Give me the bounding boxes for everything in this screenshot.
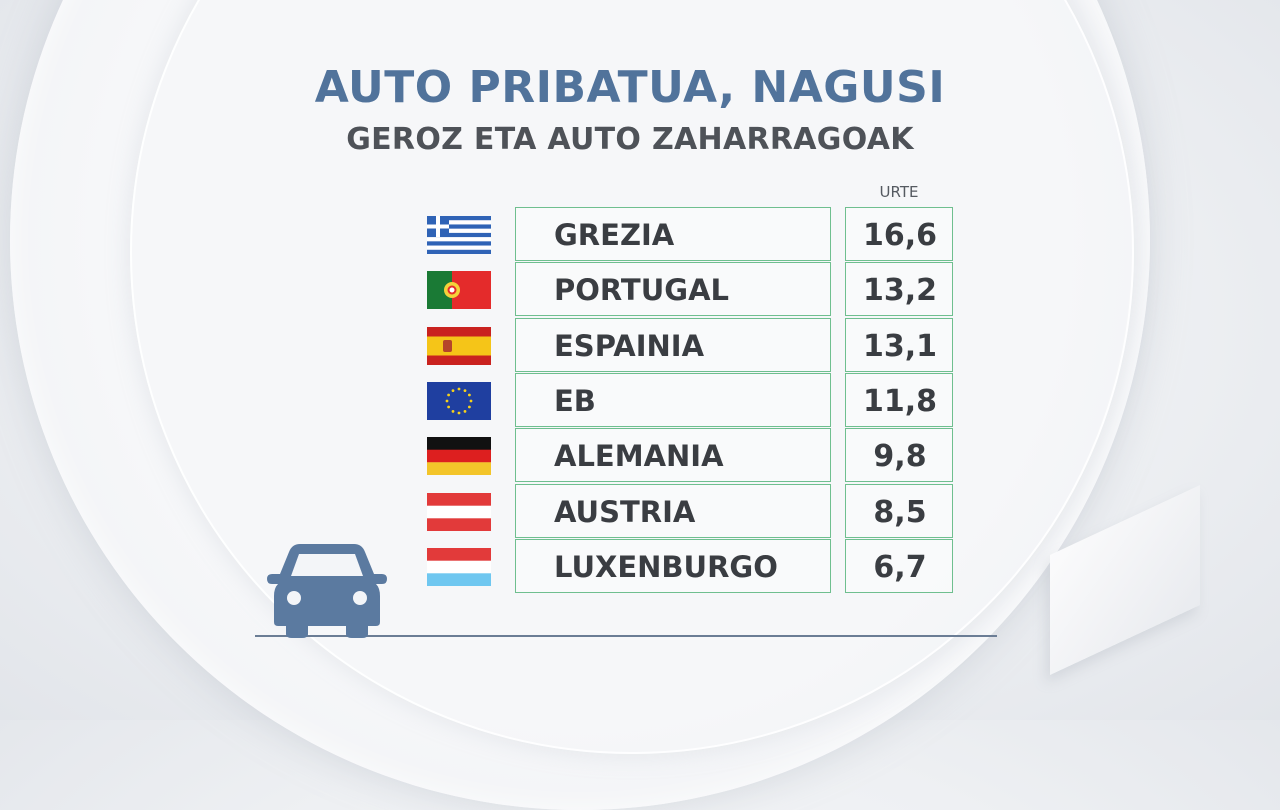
country-cell: ALEMANIA xyxy=(515,428,831,483)
country-cell: ESPAINIA xyxy=(515,317,831,372)
value-cell: 8,5 xyxy=(845,483,953,538)
eu-flag-icon xyxy=(427,381,491,420)
portugal-flag-icon xyxy=(427,271,491,310)
chart-title: AUTO PRIBATUA, NAGUSI xyxy=(314,62,946,113)
table-row: EB 11,8 xyxy=(0,372,1280,428)
germany-flag-icon xyxy=(427,437,491,476)
value-label: 13,1 xyxy=(862,328,938,364)
country-cell: LUXENBURGO xyxy=(515,538,831,593)
country-cell: PORTUGAL xyxy=(515,262,831,317)
chart-subtitle: GEROZ ETA AUTO ZAHARRAGOAK xyxy=(346,122,914,157)
value-label: 8,5 xyxy=(873,494,927,530)
value-label: 13,2 xyxy=(862,273,938,309)
country-label: ALEMANIA xyxy=(554,439,724,474)
greece-flag-icon xyxy=(427,216,491,254)
spain-flag-icon xyxy=(427,326,491,365)
table-row: GREZIA 16,6 xyxy=(0,207,1280,262)
car-icon xyxy=(267,544,387,638)
value-label: 16,6 xyxy=(862,218,938,253)
austria-flag-icon xyxy=(427,492,491,531)
value-cell: 11,8 xyxy=(845,372,953,427)
value-cell: 13,1 xyxy=(845,317,953,372)
table-row: AUSTRIA 8,5 xyxy=(0,483,1280,539)
table-row: ESPAINIA 13,1 xyxy=(0,317,1280,373)
value-cell: 13,2 xyxy=(845,262,953,317)
country-label: PORTUGAL xyxy=(554,273,729,308)
table-row: LUXENBURGO 6,7 xyxy=(0,538,1280,594)
country-label: EB xyxy=(554,383,596,418)
country-label: ESPAINIA xyxy=(554,328,705,363)
column-header: URTE xyxy=(879,183,919,201)
country-label: LUXENBURGO xyxy=(554,549,778,584)
table-row: PORTUGAL 13,2 xyxy=(0,262,1280,317)
ground-line xyxy=(255,635,997,637)
value-cell: 9,8 xyxy=(845,428,953,483)
value-label: 9,8 xyxy=(873,439,927,475)
table-row: ALEMANIA 9,8 xyxy=(0,428,1280,483)
country-label: GREZIA xyxy=(554,218,675,252)
country-cell: GREZIA xyxy=(515,207,831,261)
country-label: AUSTRIA xyxy=(554,494,696,529)
value-cell: 16,6 xyxy=(845,207,953,261)
value-label: 11,8 xyxy=(862,383,938,419)
country-cell: AUSTRIA xyxy=(515,483,831,538)
value-label: 6,7 xyxy=(873,549,927,585)
value-cell: 6,7 xyxy=(845,538,953,593)
country-cell: EB xyxy=(515,372,831,427)
luxembourg-flag-icon xyxy=(427,547,491,586)
